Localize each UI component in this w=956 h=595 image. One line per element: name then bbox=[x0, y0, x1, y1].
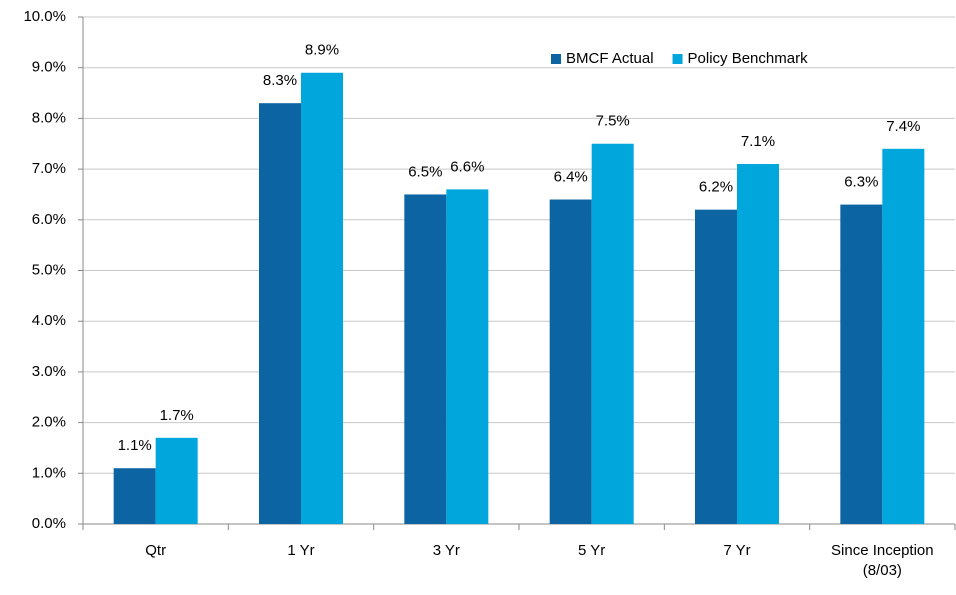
y-tick-label: 2.0% bbox=[32, 414, 66, 431]
data-label: 8.9% bbox=[305, 42, 339, 59]
x-tick-label: 3 Yr bbox=[432, 542, 460, 559]
x-tick-label: 5 Yr bbox=[578, 542, 606, 559]
data-label: 6.3% bbox=[844, 174, 878, 191]
bar bbox=[446, 189, 489, 524]
x-tick-label: Qtr bbox=[145, 542, 167, 559]
bar bbox=[882, 148, 925, 524]
data-label: 6.2% bbox=[699, 179, 733, 196]
x-tick-label: Since Inception (8/03) bbox=[831, 542, 934, 579]
bar bbox=[549, 199, 592, 524]
y-tick-label: 8.0% bbox=[32, 109, 66, 126]
data-label: 6.5% bbox=[408, 163, 442, 180]
bar bbox=[840, 204, 883, 524]
bar bbox=[301, 72, 343, 525]
bar bbox=[404, 194, 447, 524]
bar bbox=[737, 164, 779, 524]
x-tick-label: 7 Yr bbox=[723, 542, 751, 559]
bar bbox=[591, 143, 634, 524]
data-label: 1.7% bbox=[160, 407, 194, 424]
y-tick-label: 3.0% bbox=[32, 363, 66, 380]
y-tick-label: 6.0% bbox=[32, 211, 66, 228]
y-tick-label: 9.0% bbox=[32, 59, 66, 76]
legend-swatch bbox=[551, 54, 561, 64]
y-tick-label: 10.0% bbox=[23, 8, 66, 25]
y-tick-label: 5.0% bbox=[32, 261, 66, 278]
bar bbox=[155, 437, 198, 524]
legend-swatch bbox=[672, 54, 683, 64]
data-label: 1.1% bbox=[118, 437, 152, 454]
legend-label: BMCF Actual bbox=[566, 50, 654, 67]
data-label: 7.1% bbox=[741, 133, 775, 150]
data-label: 7.5% bbox=[596, 113, 630, 130]
data-label: 6.6% bbox=[450, 158, 484, 175]
y-tick-label: 7.0% bbox=[32, 160, 66, 177]
data-label: 8.3% bbox=[263, 72, 297, 89]
legend-label: Policy Benchmark bbox=[688, 50, 809, 67]
y-tick-label: 0.0% bbox=[32, 515, 66, 532]
data-label: 7.4% bbox=[886, 118, 920, 135]
data-label: 6.4% bbox=[554, 168, 588, 185]
y-tick-label: 1.0% bbox=[32, 464, 66, 481]
bar bbox=[695, 209, 737, 524]
y-tick-label: 4.0% bbox=[32, 312, 66, 329]
x-tick-label: 1 Yr bbox=[287, 542, 315, 559]
bar bbox=[259, 103, 301, 524]
bar bbox=[113, 468, 156, 524]
